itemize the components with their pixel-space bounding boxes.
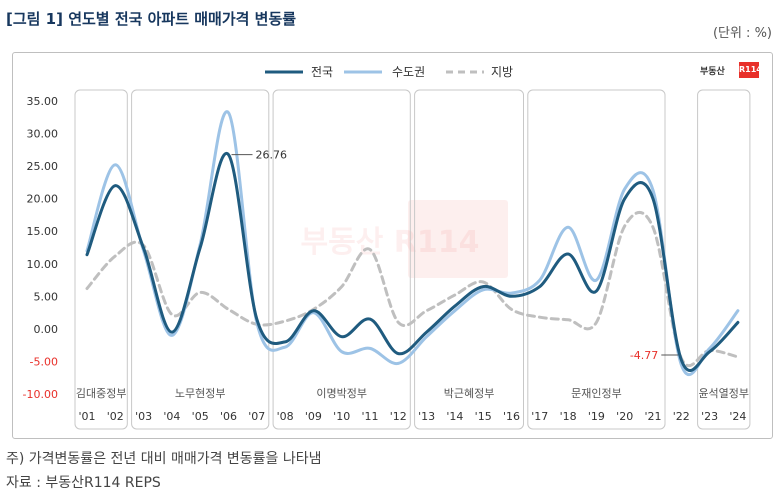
period-box — [527, 89, 666, 430]
x-tick-label: '14 — [446, 410, 463, 423]
period-label: 문재인정부 — [571, 387, 622, 400]
x-tick-label: '07 — [248, 410, 265, 423]
y-tick-label: 20.00 — [27, 193, 59, 206]
legend: 전국 수도권 지방 — [265, 65, 513, 79]
figure-title: [그림 1] 연도별 전국 아파트 매매가격 변동률 — [6, 10, 297, 28]
y-tick-label: 25.00 — [27, 160, 59, 173]
series-line-national — [85, 151, 740, 372]
y-tick-label: 0.00 — [34, 323, 59, 336]
y-tick-label: 10.00 — [27, 258, 59, 271]
y-tick-label: 30.00 — [27, 128, 59, 141]
x-tick-label: '24 — [729, 410, 746, 423]
x-tick-label: '16 — [503, 410, 520, 423]
x-axis: '01 '02 '03 '04 '05 '06 '07 '08 '09 '10 '11 '12 '13 '… — [78, 410, 746, 423]
watermark: 부동산 R114 — [301, 200, 508, 278]
x-tick-label: '08 — [277, 410, 294, 423]
x-tick-label: '01 — [78, 410, 95, 423]
legend-label: 수도권 — [392, 65, 425, 79]
y-tick-label: 5.00 — [34, 290, 59, 303]
x-tick-label: '15 — [475, 410, 492, 423]
x-tick-label: '17 — [531, 410, 548, 423]
x-tick-label: '03 — [135, 410, 152, 423]
period-label: 윤석열정부 — [698, 387, 749, 400]
source-note: 자료 : 부동산R114 REPS — [6, 475, 161, 491]
x-tick-label: '10 — [333, 410, 350, 423]
y-tick-label: 35.00 — [27, 95, 59, 108]
x-tick-label: '02 — [107, 410, 124, 423]
brand-logo-badge: R114 — [739, 62, 762, 78]
x-tick-label: '13 — [418, 410, 435, 423]
x-tick-label: '05 — [192, 410, 209, 423]
series-line-provincial — [85, 210, 740, 368]
x-tick-label: '22 — [673, 410, 690, 423]
brand-logo-text: 부동산 — [700, 67, 725, 77]
y-tick-label: -10.00 — [23, 388, 58, 401]
y-tick-label: -5.00 — [30, 355, 58, 368]
x-tick-label: '11 — [361, 410, 378, 423]
unit-label: (단위 : %) — [712, 26, 772, 41]
x-tick-label: '04 — [163, 410, 180, 423]
x-tick-label: '12 — [390, 410, 407, 423]
x-tick-label: '18 — [560, 410, 577, 423]
x-tick-label: '06 — [220, 410, 237, 423]
watermark-text: 부동산 R114 — [301, 225, 480, 260]
period-box — [272, 89, 411, 430]
x-tick-label: '20 — [616, 410, 633, 423]
watermark-badge — [408, 200, 508, 278]
period-box — [414, 89, 525, 430]
legend-label: 지방 — [491, 65, 513, 79]
annotations: 26.76 -4.77 — [231, 149, 679, 362]
y-axis: 35.00 30.00 25.00 20.00 15.00 10.00 5.00 0.00 -5… — [23, 95, 58, 401]
footnote: 주) 가격변동률은 전년 대비 매매가격 변동률을 나타냄 — [6, 451, 322, 467]
chart-frame — [12, 52, 773, 439]
series-lines — [85, 110, 740, 376]
x-tick-label: '23 — [701, 410, 718, 423]
legend-label: 전국 — [311, 65, 333, 79]
period-label: 박근혜정부 — [444, 387, 495, 400]
period-label: 노무현정부 — [175, 387, 226, 400]
period-box — [74, 89, 128, 430]
period-label: 이명박정부 — [316, 387, 367, 400]
y-tick-label: 15.00 — [27, 225, 59, 238]
annotation-label: -4.77 — [630, 349, 658, 362]
period-box — [131, 89, 270, 430]
annotation-label: 26.76 — [256, 149, 288, 162]
brand-logo: 부동산 R114 — [700, 62, 762, 78]
x-tick-label: '21 — [644, 410, 661, 423]
x-tick-label: '19 — [588, 410, 605, 423]
x-tick-label: '09 — [305, 410, 322, 423]
period-box — [697, 89, 751, 430]
period-label: 김대중정부 — [76, 387, 127, 400]
